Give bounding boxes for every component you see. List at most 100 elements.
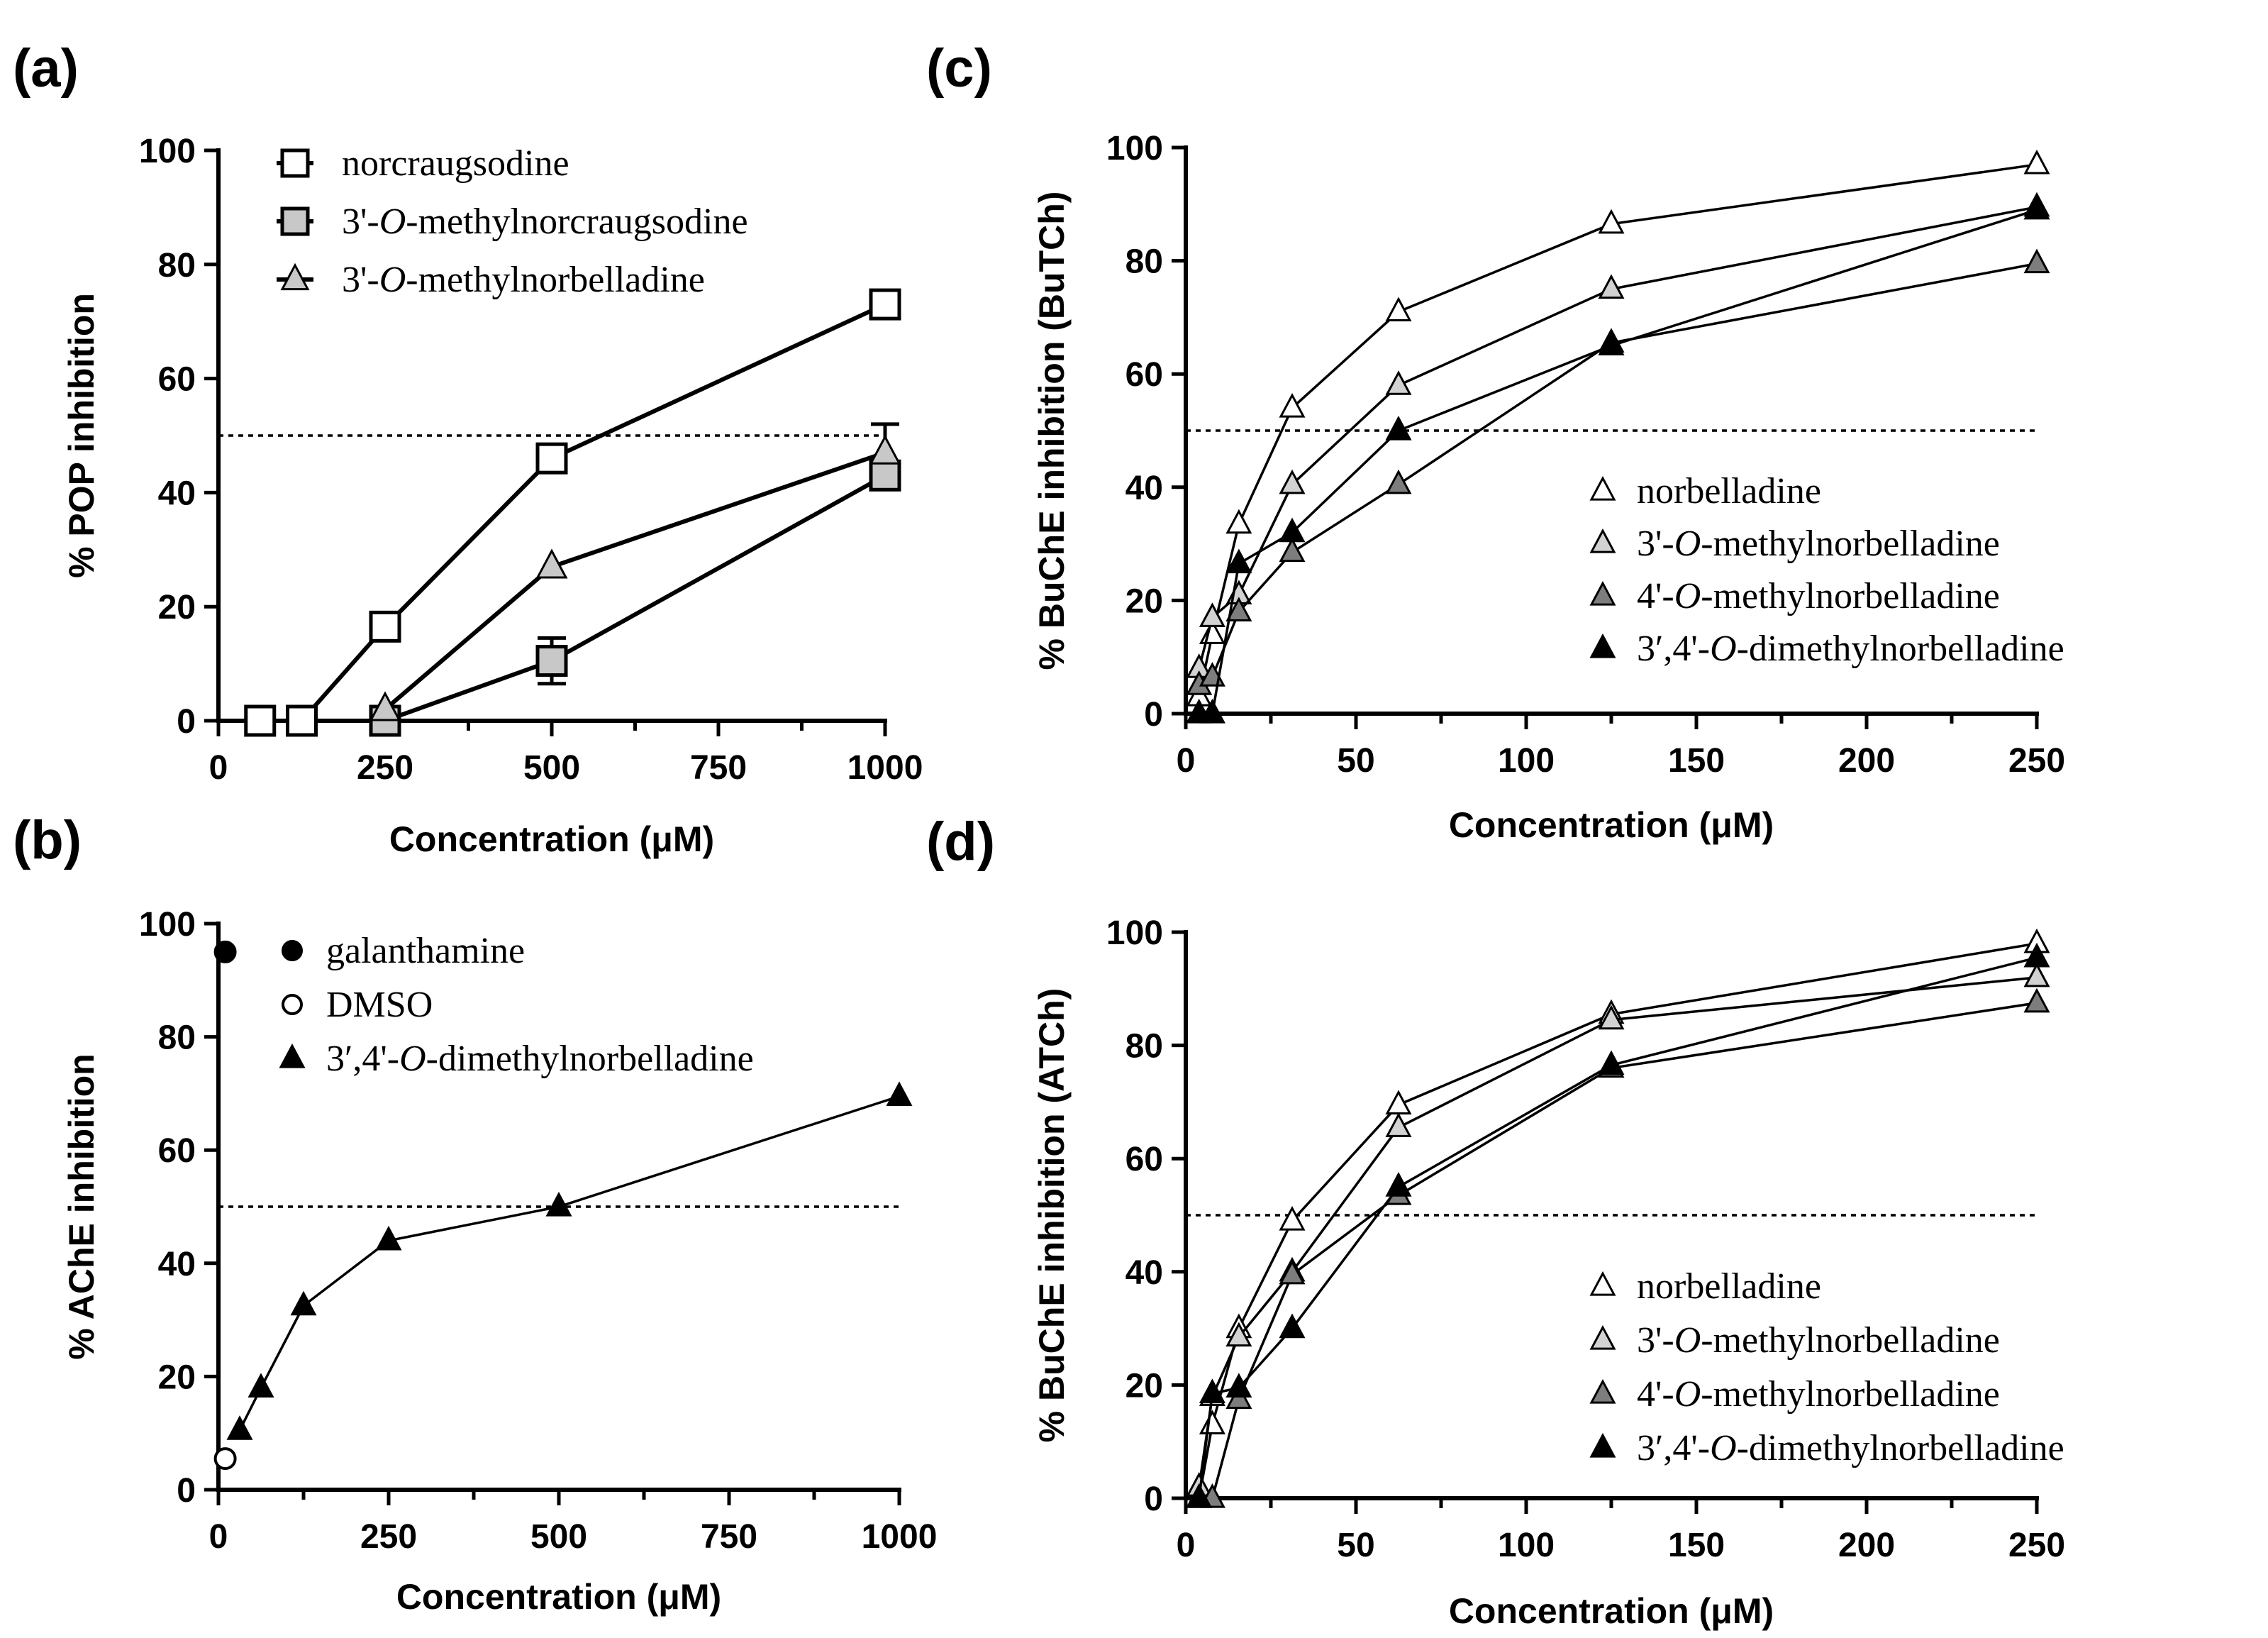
legend-item: norbelladine bbox=[1589, 1266, 1821, 1307]
legend-item: 3'-O-methylnorcraugsodine bbox=[277, 201, 748, 242]
x-tick-label: 200 bbox=[1838, 1527, 1895, 1564]
x-tick-label: 150 bbox=[1668, 742, 1725, 780]
y-tick-label: 0 bbox=[177, 703, 196, 741]
data-point bbox=[1385, 297, 1412, 322]
legend-label-part: -methylnorbelladine bbox=[406, 260, 705, 300]
series-line bbox=[238, 1095, 900, 1431]
chart-panel-c: (c) 0 20 40 60 80 100 0 50 100 150 200 250 Concentrat… bbox=[926, 38, 2065, 845]
data-point bbox=[1598, 209, 1625, 234]
x-tick-label: 0 bbox=[1177, 1527, 1196, 1564]
legend: norbelladine3'-O-methylnorbelladine4'-O-… bbox=[1589, 1266, 2064, 1468]
y-axis-title: % BuChE inhibition (BuTCh) bbox=[1032, 192, 1072, 670]
data-point bbox=[545, 1191, 572, 1217]
y-tick-label: 100 bbox=[139, 906, 196, 943]
data-point bbox=[1598, 274, 1625, 299]
y-tick-label: 80 bbox=[158, 1019, 196, 1057]
y-tick-label: 80 bbox=[1125, 243, 1163, 281]
legend-label-part: norbelladine bbox=[1637, 471, 1821, 511]
data-point bbox=[2023, 962, 2050, 987]
y-tick-label: 40 bbox=[1125, 470, 1163, 507]
data-point bbox=[535, 548, 568, 579]
x-tick-label: 750 bbox=[690, 749, 747, 787]
x-tick-label: 0 bbox=[209, 1518, 228, 1556]
legend-label-part: O bbox=[1710, 629, 1737, 669]
legend-item: norbelladine bbox=[1589, 471, 1821, 511]
legend-marker bbox=[1589, 580, 1616, 606]
data-point bbox=[2023, 149, 2050, 175]
legend-label-part: O bbox=[1710, 1428, 1737, 1468]
data-point bbox=[1279, 1313, 1306, 1339]
data-point bbox=[2023, 942, 2050, 968]
legend-label-part: 3′,4'- bbox=[1637, 629, 1710, 669]
legend-label-part: norcraugsodine bbox=[342, 143, 569, 184]
data-point bbox=[1225, 597, 1252, 621]
y-tick-label: 0 bbox=[177, 1472, 196, 1510]
legend-label: 3′,4'-O-dimethylnorbelladine bbox=[326, 1039, 754, 1079]
panel-label: (d) bbox=[926, 812, 995, 872]
data-point bbox=[375, 1225, 402, 1251]
x-tick-label: 200 bbox=[1838, 742, 1895, 780]
legend-item: 3′,4'-O-dimethylnorbelladine bbox=[1589, 629, 2064, 669]
legend-marker bbox=[1589, 1432, 1616, 1458]
data-point bbox=[213, 940, 237, 963]
chart-panel-d: (d) 0 20 40 60 80 100 0 50 100 150 200 250 Concentrat… bbox=[926, 812, 2065, 1631]
series-4 bbox=[1186, 942, 2050, 1508]
data-point bbox=[1598, 331, 1625, 355]
legend-marker bbox=[1589, 1324, 1616, 1350]
x-tick-label: 150 bbox=[1668, 1527, 1725, 1564]
legend-label-part: O bbox=[1674, 576, 1701, 616]
legend-item: 4'-O-methylnorbelladine bbox=[1589, 1374, 2000, 1415]
series-4 bbox=[1186, 194, 2050, 724]
legend-label: 3′,4'-O-dimethylnorbelladine bbox=[1637, 629, 2064, 669]
legend-label-part: -methylnorcraugsodine bbox=[406, 201, 747, 242]
y-tick-label: 20 bbox=[158, 589, 196, 626]
legend-label: 3'-O-methylnorbelladine bbox=[342, 260, 705, 300]
data-point bbox=[244, 704, 277, 737]
legend-marker bbox=[279, 1043, 306, 1068]
panel-label: (b) bbox=[13, 810, 82, 870]
y-axis-title: % POP inhibition bbox=[62, 293, 101, 578]
x-tick-label: 100 bbox=[1498, 1527, 1555, 1564]
data-point bbox=[1385, 1112, 1412, 1137]
legend-label-part: O bbox=[379, 201, 406, 242]
series-line bbox=[384, 450, 886, 712]
data-point bbox=[1385, 1172, 1412, 1197]
data-point bbox=[2023, 194, 2050, 220]
y-tick-label: 60 bbox=[1125, 1141, 1163, 1178]
y-tick-label: 80 bbox=[1125, 1028, 1163, 1066]
data-point bbox=[1385, 370, 1412, 395]
series-line bbox=[260, 302, 886, 723]
data-point bbox=[1279, 1205, 1306, 1231]
x-tick-label: 500 bbox=[523, 749, 580, 787]
data-point bbox=[1279, 393, 1306, 418]
legend-marker bbox=[1589, 475, 1616, 501]
series-1 bbox=[213, 940, 237, 963]
y-tick-label: 20 bbox=[1125, 582, 1163, 620]
data-point bbox=[1385, 415, 1412, 441]
x-tick-label: 250 bbox=[360, 1518, 417, 1556]
legend-label: galanthamine bbox=[326, 931, 525, 971]
legend-label-part: O bbox=[399, 1039, 426, 1079]
y-tick-label: 0 bbox=[1144, 696, 1163, 734]
legend-label-part: -dimethylnorbelladine bbox=[426, 1039, 754, 1079]
data-point bbox=[2023, 248, 2050, 274]
x-axis-title: Concentration (μM) bbox=[389, 819, 714, 859]
series-line bbox=[1198, 262, 2038, 687]
legend-label: norbelladine bbox=[1637, 471, 1821, 511]
legend-marker bbox=[282, 940, 303, 961]
y-tick-label: 40 bbox=[158, 475, 196, 512]
data-point bbox=[869, 288, 901, 321]
data-point bbox=[369, 610, 401, 643]
data-point bbox=[1279, 469, 1306, 494]
legend-item: 3'-O-methylnorbelladine bbox=[277, 260, 705, 300]
legend-label-part: galanthamine bbox=[326, 931, 525, 971]
y-tick-label: 20 bbox=[158, 1358, 196, 1396]
legend-marker bbox=[280, 262, 310, 291]
series-3 bbox=[226, 1081, 913, 1440]
legend-label-part: -dimethylnorbelladine bbox=[1737, 629, 2064, 669]
legend-item: 3′,4'-O-dimethylnorbelladine bbox=[279, 1039, 754, 1079]
data-point bbox=[1279, 1259, 1306, 1285]
panel-label: (a) bbox=[13, 38, 79, 99]
y-tick-label: 60 bbox=[158, 1132, 196, 1170]
